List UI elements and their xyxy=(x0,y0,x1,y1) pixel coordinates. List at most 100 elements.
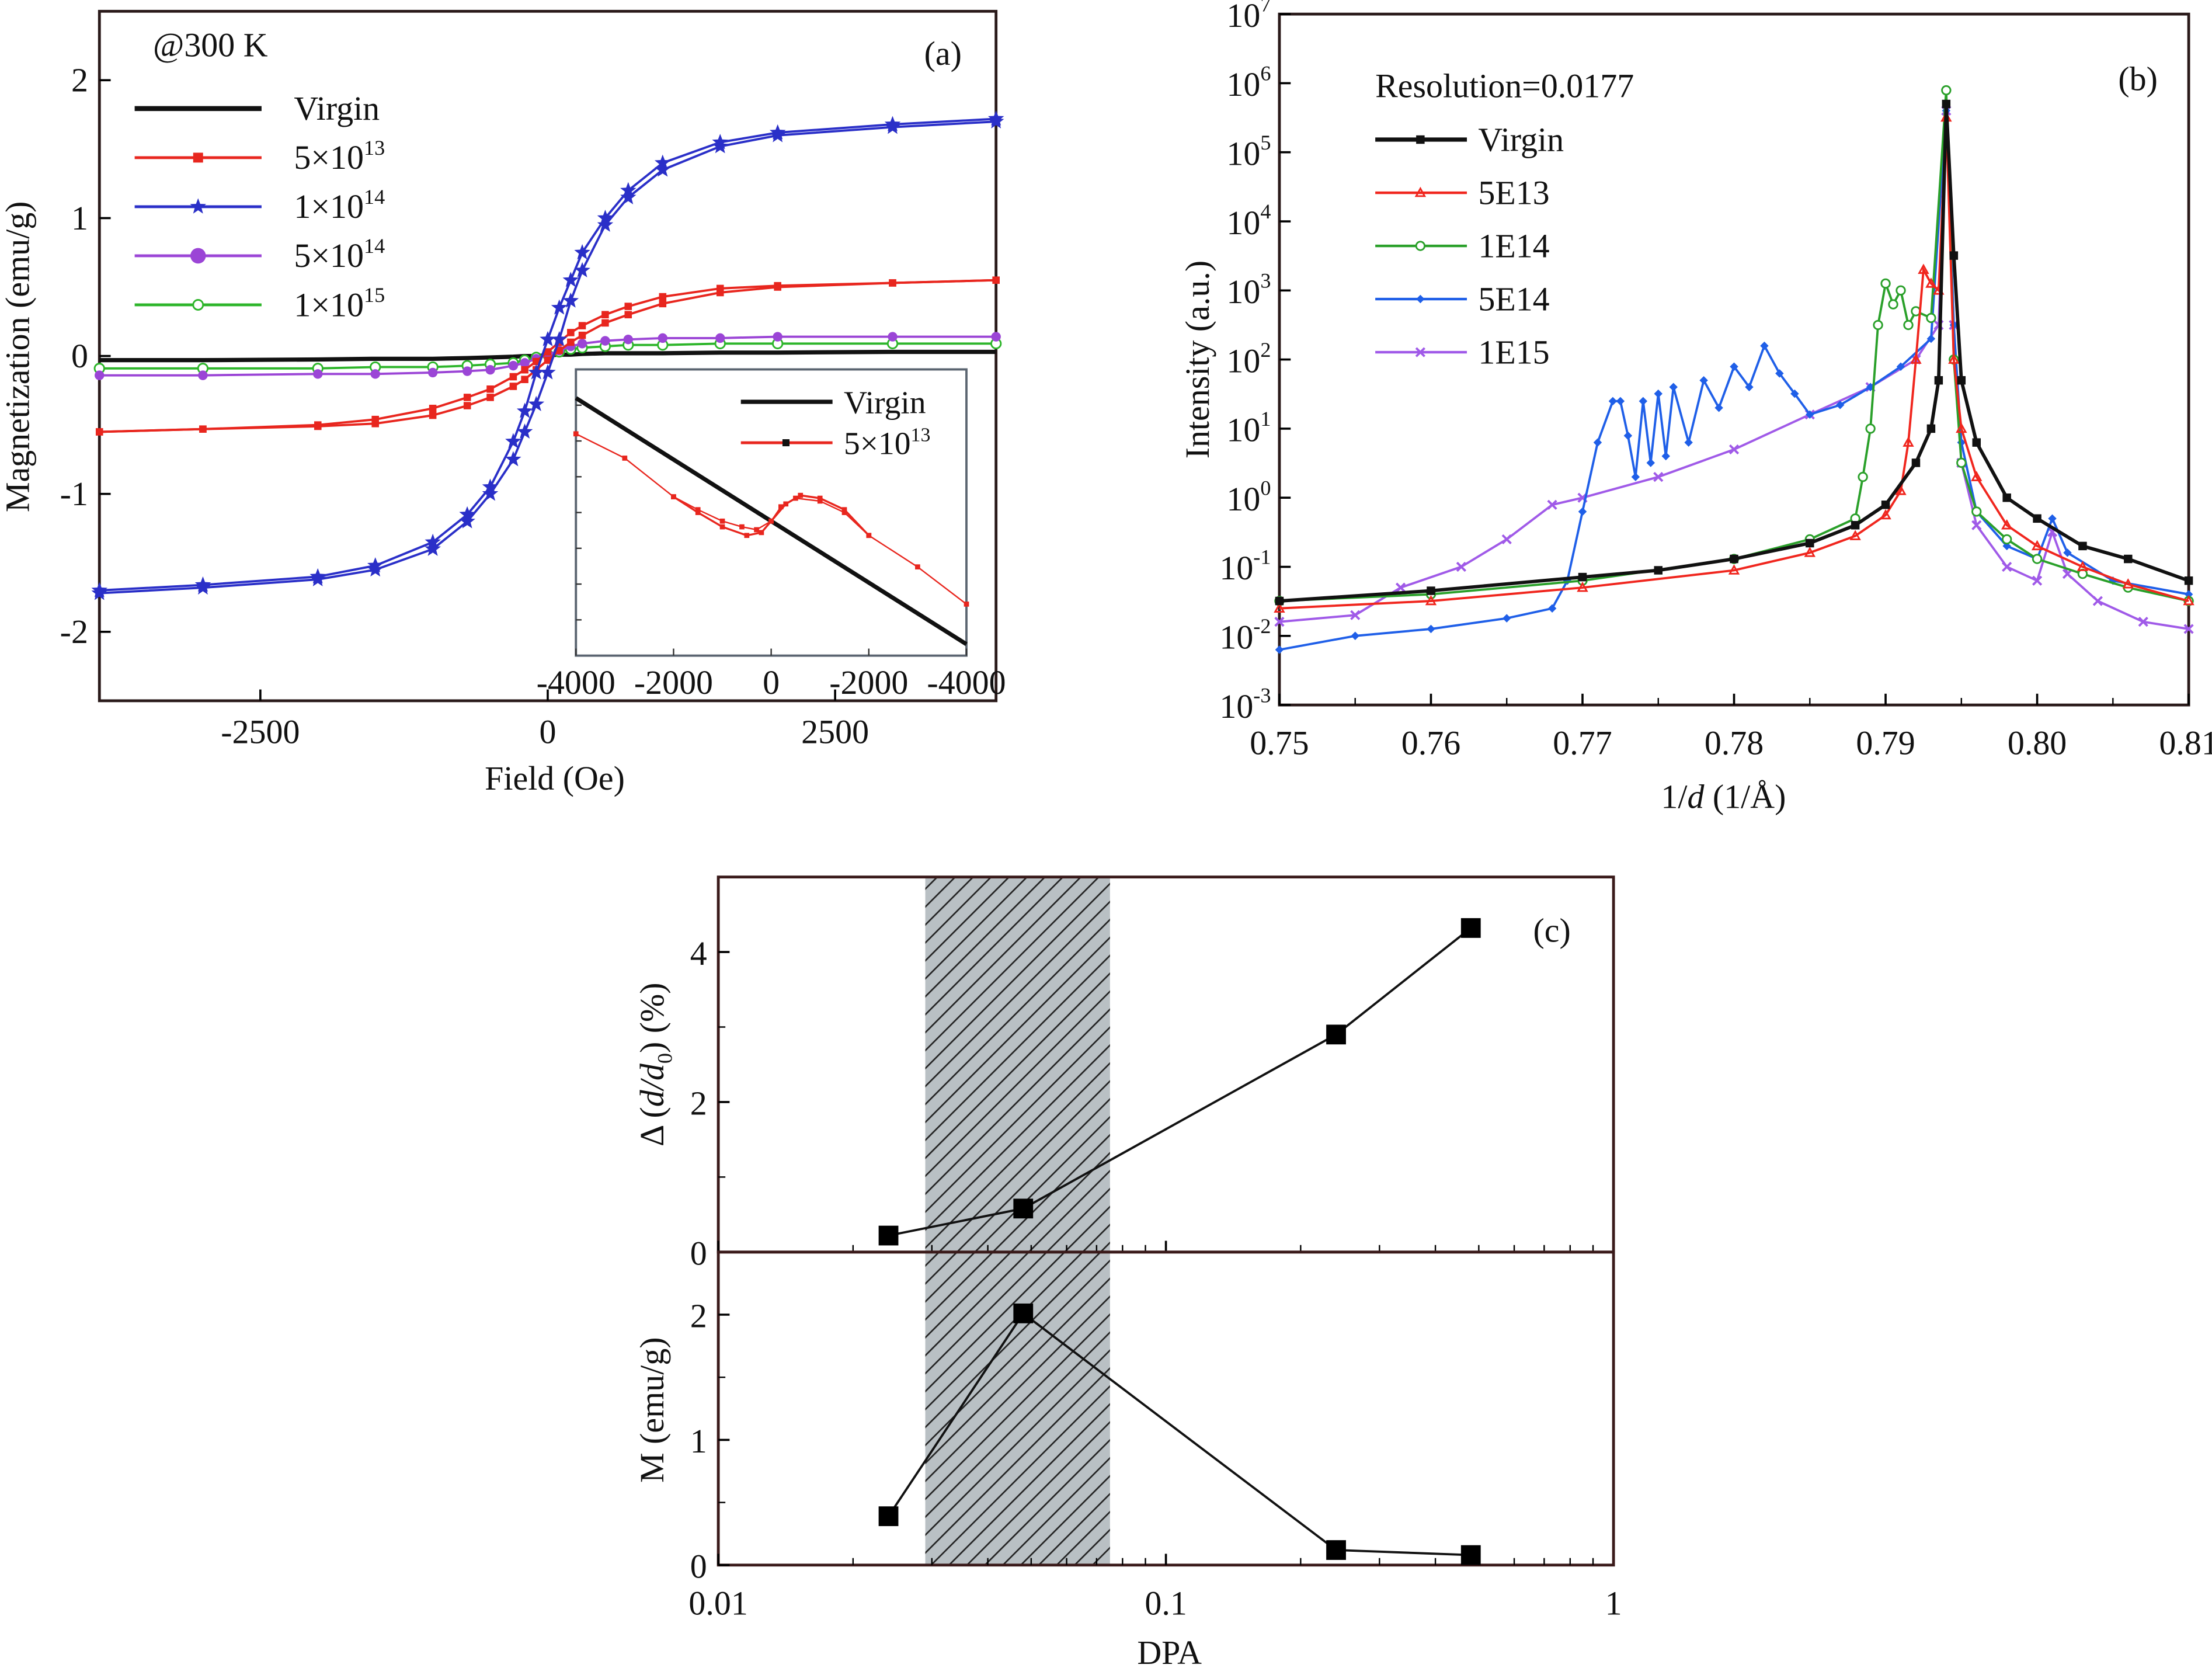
data-point-square xyxy=(578,322,586,329)
data-point-diamond xyxy=(1684,438,1693,447)
data-point-diamond xyxy=(1926,334,1936,343)
y-tick-exponent: 1 xyxy=(1260,407,1271,430)
data-point-square xyxy=(601,319,609,327)
x-tick-label: 0.1 xyxy=(1145,1584,1187,1622)
data-point-square xyxy=(429,411,437,419)
y-tick-label: 10-2 xyxy=(1219,614,1271,656)
data-point-square xyxy=(798,492,804,498)
data-point-square xyxy=(841,510,847,515)
data-point-square xyxy=(878,1506,899,1527)
data-point-open-circle xyxy=(1858,471,1868,482)
data-point-diamond xyxy=(1351,631,1359,641)
data-point-square xyxy=(573,431,579,437)
data-point-square xyxy=(1275,596,1284,606)
data-point-star xyxy=(482,485,499,501)
data-point-triangle xyxy=(1895,485,1907,495)
data-point-star xyxy=(597,216,614,232)
data-point-square xyxy=(992,276,1000,284)
data-point-square xyxy=(841,507,847,513)
data-point-square xyxy=(463,394,471,401)
data-point-star xyxy=(190,198,207,214)
data-point-square xyxy=(1578,572,1587,582)
data-point-diamond xyxy=(1416,294,1425,304)
data-point-cross xyxy=(1547,499,1557,510)
series-Virgin xyxy=(1275,99,2193,606)
x-tick-label: 1 xyxy=(1605,1584,1622,1622)
data-point-open-circle xyxy=(1415,241,1426,251)
data-point-square xyxy=(1427,586,1435,595)
data-point-square xyxy=(783,501,789,507)
data-point-square xyxy=(878,1225,899,1246)
panel-b-xrd-chart: 0.750.760.770.780.790.800.8110-310-210-1… xyxy=(1178,0,2212,815)
legend-label: Virgin xyxy=(294,89,380,127)
data-point-square xyxy=(1926,424,1936,433)
x-tick-label: 0 xyxy=(539,713,556,750)
data-point-diamond xyxy=(1623,431,1633,440)
label-part: d xyxy=(633,1089,671,1107)
y-tick-base: 10 xyxy=(1219,687,1253,725)
data-point-diamond xyxy=(1631,472,1640,481)
data-point-square xyxy=(555,346,563,355)
data-point-square xyxy=(578,331,586,339)
shaded-region xyxy=(925,877,1110,1565)
data-point-star xyxy=(367,561,384,577)
y-tick-exponent: 3 xyxy=(1260,269,1271,292)
legend-label-base: 1×10 xyxy=(294,187,364,225)
data-point-square xyxy=(624,303,632,310)
legend-label: Virgin xyxy=(1478,120,1564,158)
y-tick-exponent: 6 xyxy=(1260,62,1271,85)
data-point-diamond xyxy=(1835,401,1845,409)
temperature-annotation: @300 K xyxy=(153,26,268,64)
inset-plot-area xyxy=(575,368,968,657)
y-tick-base: 10 xyxy=(1219,618,1253,656)
y-tick-label: 100 xyxy=(1226,476,1271,518)
data-point-square xyxy=(1013,1198,1034,1219)
data-point-square xyxy=(1957,376,1966,385)
data-point-cross xyxy=(1395,582,1406,593)
data-point-square xyxy=(1013,1303,1034,1323)
data-point-triangle xyxy=(1728,564,1740,575)
data-point-triangle xyxy=(1948,353,1960,364)
data-point-triangle xyxy=(1414,186,1427,197)
data-point-diamond xyxy=(1714,404,1723,412)
y-tick-label: 4 xyxy=(690,934,707,972)
x-tick-label: 0.75 xyxy=(1250,724,1309,762)
data-point-square xyxy=(624,311,632,319)
legend-label: 5×1014 xyxy=(294,234,385,274)
y-tick-label: 0 xyxy=(71,337,88,375)
data-point-square xyxy=(1972,438,1981,447)
data-point-star xyxy=(551,299,568,315)
y-tick-exponent: -2 xyxy=(1253,614,1271,638)
data-point-star xyxy=(620,189,637,204)
y-tick-base: 10 xyxy=(1226,65,1260,103)
data-point-diamond xyxy=(1661,451,1670,461)
data-point-square xyxy=(1851,521,1860,530)
data-point-square xyxy=(486,394,494,401)
data-point-star xyxy=(562,292,579,308)
inset-x-tick-label: -4000 xyxy=(927,663,1006,701)
y-tick-label: 104 xyxy=(1226,200,1271,242)
data-point-triangle xyxy=(2001,519,2013,530)
data-point-star xyxy=(516,423,533,439)
x-tick-label: 0.76 xyxy=(1401,724,1460,762)
data-point-square xyxy=(622,456,628,461)
data-point-square xyxy=(2002,493,2011,502)
y-tick-base: 10 xyxy=(1226,204,1260,242)
resolution-annotation: Resolution=0.0177 xyxy=(1375,67,1634,105)
y-tick-label: 10-3 xyxy=(1219,683,1271,725)
data-point-open-circle xyxy=(192,299,204,311)
data-point-square xyxy=(533,357,540,366)
data-point-cross xyxy=(2032,575,2043,586)
data-point-square xyxy=(371,420,379,428)
data-point-square xyxy=(2124,554,2133,564)
data-point-triangle xyxy=(1577,581,1588,592)
label-part: ) (%) xyxy=(633,982,671,1053)
y-tick-label: -1 xyxy=(60,475,88,513)
legend-label: 5E13 xyxy=(1478,173,1549,211)
y-tick-label: 105 xyxy=(1226,131,1271,173)
x-axis-label: Field (Oe) xyxy=(485,759,625,797)
data-point-triangle xyxy=(1880,509,1891,520)
data-point-triangle xyxy=(2183,595,2194,606)
data-point-star xyxy=(425,540,441,556)
